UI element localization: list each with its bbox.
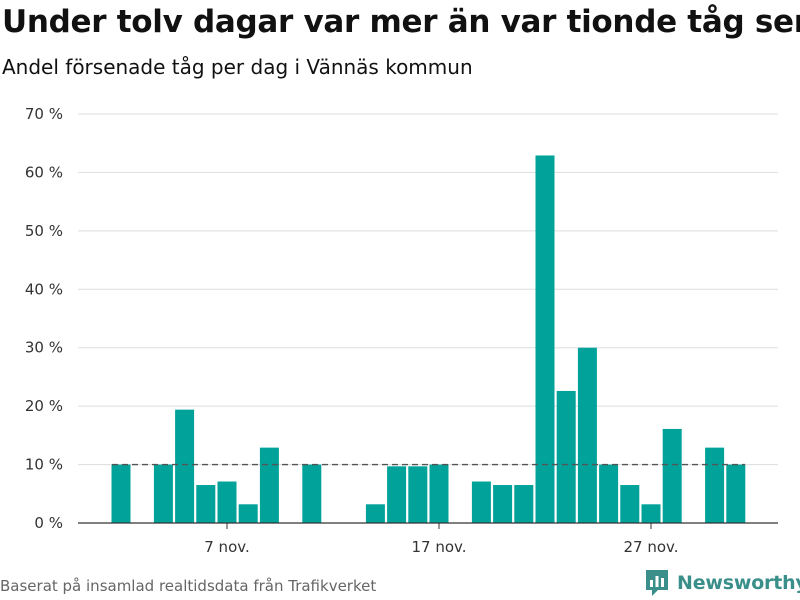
bar xyxy=(599,464,619,523)
bar-chart: 0 % 10 % 20 % 30 % 40 % 50 % 60 % 70 % 7 nov. 17 … xyxy=(25,105,778,556)
bar xyxy=(153,464,173,523)
bar xyxy=(259,447,279,523)
bar xyxy=(387,466,407,523)
bar xyxy=(535,155,555,523)
bar xyxy=(408,466,428,523)
bar xyxy=(577,347,597,523)
y-tick-label: 50 % xyxy=(25,222,63,240)
bar xyxy=(365,504,385,523)
x-tick-label: 7 nov. xyxy=(204,538,249,556)
y-tick-label: 60 % xyxy=(25,163,63,181)
x-tick-label: 27 nov. xyxy=(623,538,678,556)
bar xyxy=(175,409,195,523)
y-tick-label: 30 % xyxy=(25,339,63,357)
newsworthy-logo-icon xyxy=(646,570,668,596)
chart-subtitle: Andel försenade tåg per dag i Vännäs kom… xyxy=(2,55,473,79)
bar xyxy=(493,485,513,523)
x-tick-label: 17 nov. xyxy=(411,538,466,556)
y-tick-label: 20 % xyxy=(25,397,63,415)
bar xyxy=(429,464,449,523)
bar xyxy=(662,428,682,523)
bar xyxy=(302,464,322,523)
bar xyxy=(641,504,661,523)
bar xyxy=(217,481,237,523)
bar xyxy=(111,464,131,523)
bar xyxy=(556,390,576,523)
bar xyxy=(238,504,258,523)
bar xyxy=(196,485,216,523)
bar xyxy=(705,447,725,523)
brand: Newsworthy xyxy=(644,568,800,598)
y-tick-label: 10 % xyxy=(25,456,63,474)
y-tick-label: 0 % xyxy=(34,514,63,532)
bar xyxy=(471,481,491,523)
y-tick-label: 70 % xyxy=(25,105,63,123)
chart-title: Under tolv dagar var mer än var tionde t… xyxy=(2,4,800,40)
y-tick-label: 40 % xyxy=(25,280,63,298)
source-note: Baserat på insamlad realtidsdata från Tr… xyxy=(0,577,377,595)
bar xyxy=(726,464,746,523)
brand-name: Newsworthy xyxy=(677,572,800,594)
bar xyxy=(514,485,534,523)
bar xyxy=(620,485,640,523)
